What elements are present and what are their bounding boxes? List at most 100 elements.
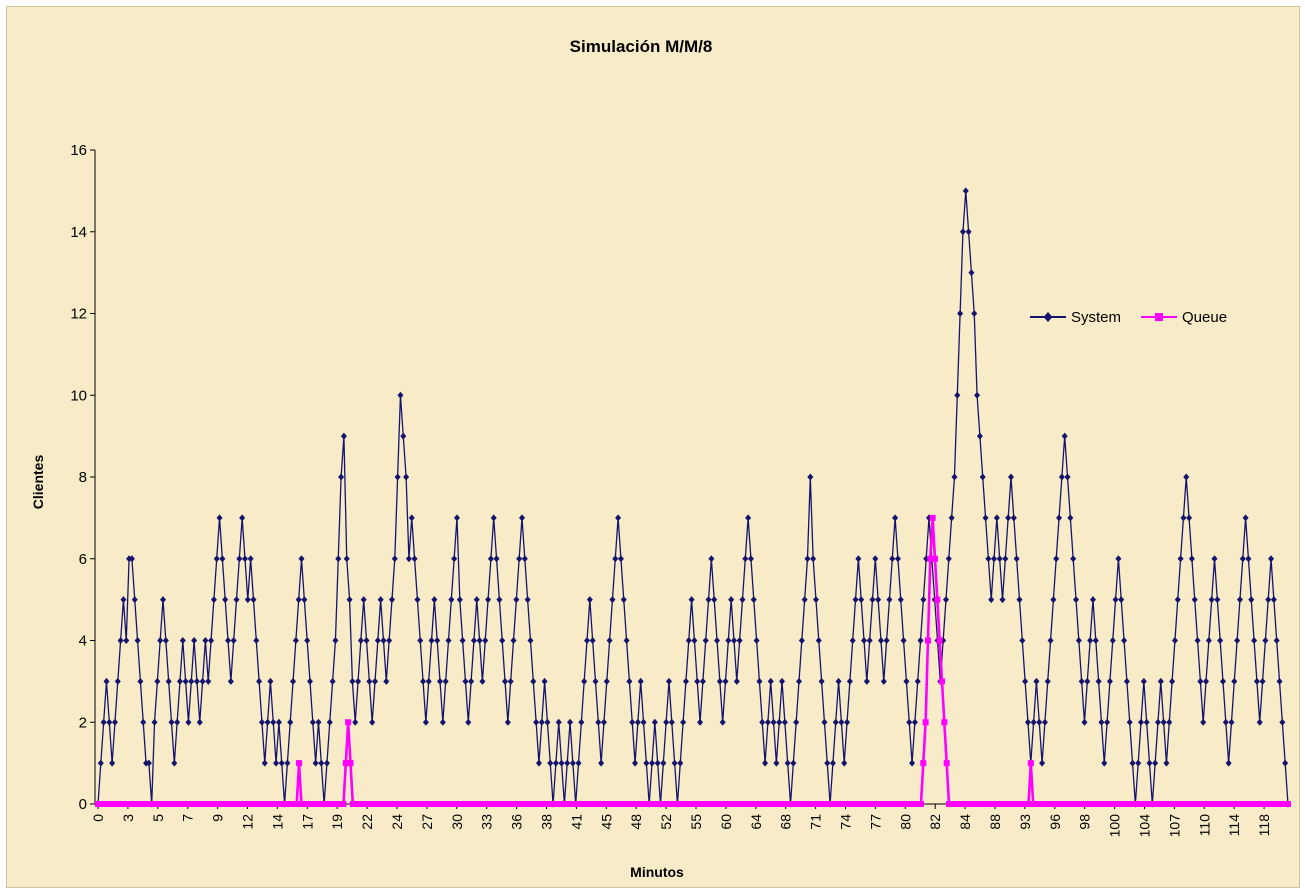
data-point-system bbox=[677, 759, 684, 767]
legend-item-system: System bbox=[1030, 309, 1121, 326]
data-point-system bbox=[352, 718, 359, 726]
data-point-system bbox=[1205, 637, 1212, 644]
x-tick-label: 41 bbox=[568, 814, 584, 830]
data-point-system bbox=[801, 596, 808, 604]
data-point-system bbox=[892, 514, 899, 522]
data-point-system bbox=[1089, 596, 1096, 604]
data-point-system bbox=[516, 555, 523, 563]
data-point-system bbox=[117, 637, 124, 644]
data-point-system bbox=[154, 677, 161, 685]
data-point-system bbox=[453, 514, 460, 522]
data-point-system bbox=[872, 555, 879, 563]
data-point-system bbox=[711, 596, 718, 604]
data-point-system bbox=[290, 677, 297, 685]
data-point-system bbox=[1211, 555, 1218, 563]
y-tick-label: 12 bbox=[70, 306, 87, 323]
data-point-system bbox=[103, 677, 110, 685]
data-point-system bbox=[287, 718, 294, 726]
data-point-system bbox=[962, 187, 969, 195]
data-point-system bbox=[292, 637, 299, 644]
data-point-system bbox=[849, 637, 856, 644]
data-point-system bbox=[253, 637, 260, 644]
data-point-system bbox=[100, 718, 107, 726]
data-point-system bbox=[968, 269, 975, 277]
data-point-system bbox=[838, 718, 845, 726]
data-point-system bbox=[199, 677, 206, 685]
data-point-system bbox=[400, 432, 407, 440]
data-point-queue bbox=[927, 555, 934, 562]
data-point-system bbox=[476, 637, 483, 644]
data-point-system bbox=[1282, 759, 1289, 767]
data-point-system bbox=[168, 718, 175, 726]
data-point-system bbox=[171, 759, 178, 767]
data-point-system bbox=[414, 596, 421, 604]
data-point-queue bbox=[347, 760, 354, 767]
data-point-system bbox=[1146, 759, 1153, 767]
data-point-system bbox=[632, 759, 639, 767]
data-point-system bbox=[1169, 677, 1176, 685]
data-point-system bbox=[386, 637, 393, 644]
data-point-system bbox=[784, 759, 791, 767]
data-point-system bbox=[575, 759, 582, 767]
data-point-system bbox=[462, 677, 469, 685]
data-point-system bbox=[959, 228, 966, 236]
data-point-system bbox=[790, 759, 797, 767]
x-tick-label: 82 bbox=[927, 814, 943, 830]
data-point-system bbox=[951, 473, 958, 481]
data-point-system bbox=[179, 637, 186, 644]
x-tick-label: 9 bbox=[210, 814, 226, 822]
data-point-system bbox=[1104, 718, 1111, 726]
data-point-system bbox=[1154, 718, 1161, 726]
data-point-system bbox=[380, 637, 387, 644]
data-point-system bbox=[1115, 555, 1122, 563]
data-point-system bbox=[482, 637, 489, 644]
data-point-system bbox=[145, 759, 152, 767]
data-point-system bbox=[160, 596, 167, 604]
data-point-system bbox=[1019, 637, 1026, 644]
data-point-system bbox=[623, 637, 630, 644]
data-point-system bbox=[1256, 718, 1263, 726]
x-tick-label: 5 bbox=[150, 814, 166, 822]
data-point-system bbox=[592, 677, 599, 685]
data-point-system bbox=[733, 677, 740, 685]
data-point-system bbox=[1101, 759, 1108, 767]
data-point-system bbox=[165, 677, 172, 685]
data-point-system bbox=[612, 555, 619, 563]
x-tick-label: 55 bbox=[688, 814, 704, 830]
data-point-system bbox=[182, 677, 189, 685]
data-point-system bbox=[685, 637, 692, 644]
data-point-system bbox=[1016, 596, 1023, 604]
data-point-system bbox=[210, 596, 217, 604]
data-point-queue bbox=[1285, 801, 1291, 807]
x-tick-label: 45 bbox=[598, 814, 614, 830]
data-point-system bbox=[680, 718, 687, 726]
data-point-system bbox=[781, 718, 788, 726]
data-point-system bbox=[239, 514, 246, 522]
data-point-system bbox=[861, 637, 868, 644]
data-point-system bbox=[355, 677, 362, 685]
data-point-system bbox=[1041, 718, 1048, 726]
data-point-system bbox=[312, 759, 319, 767]
x-tick-label: 48 bbox=[628, 814, 644, 830]
data-point-system bbox=[567, 718, 574, 726]
data-point-queue bbox=[917, 801, 924, 807]
data-point-system bbox=[863, 677, 870, 685]
data-point-system bbox=[1191, 596, 1198, 604]
data-point-system bbox=[1106, 677, 1113, 685]
x-tick-label: 19 bbox=[329, 814, 345, 830]
data-point-system bbox=[1007, 473, 1014, 481]
data-point-system bbox=[374, 637, 381, 644]
x-tick-label: 0 bbox=[90, 814, 106, 822]
data-point-system bbox=[1160, 718, 1167, 726]
data-point-system bbox=[798, 637, 805, 644]
data-point-system bbox=[202, 637, 209, 644]
data-point-system bbox=[906, 718, 913, 726]
data-point-system bbox=[807, 473, 814, 481]
x-tick-label: 74 bbox=[838, 814, 854, 830]
data-point-system bbox=[745, 514, 752, 522]
data-point-system bbox=[216, 514, 223, 522]
data-point-system bbox=[654, 759, 661, 767]
data-point-system bbox=[982, 514, 989, 522]
data-point-system bbox=[329, 677, 336, 685]
data-point-system bbox=[824, 759, 831, 767]
